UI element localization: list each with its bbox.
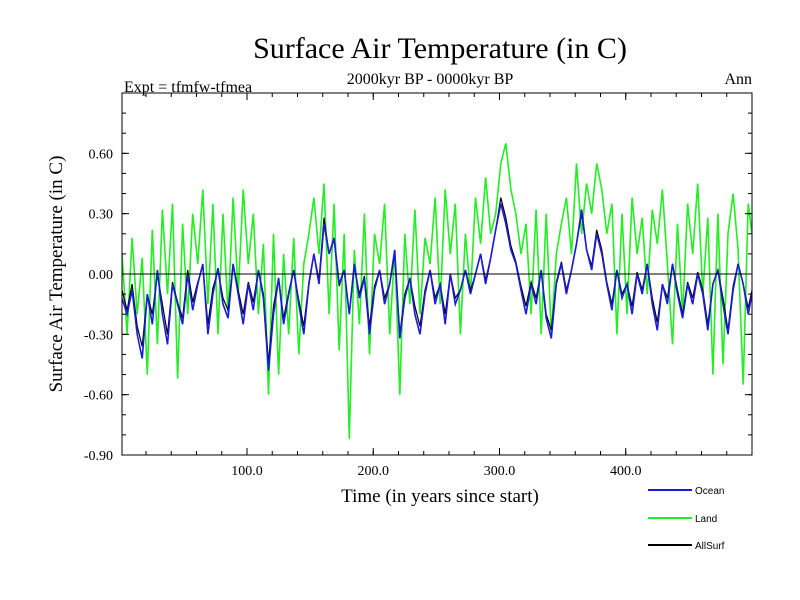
experiment-label: Expt = tfmfw-tfmea (124, 79, 252, 96)
y-tick-label: -0.90 (84, 449, 113, 464)
y-tick-label: -0.30 (84, 328, 113, 343)
legend-label-ocean: Ocean (695, 486, 724, 497)
y-tick-label: -0.60 (84, 389, 113, 404)
x-tick-label: 200.0 (357, 464, 389, 479)
x-tick-label: 100.0 (231, 464, 263, 479)
y-tick-label: 0.00 (89, 268, 114, 283)
legend-label-allsurf: AllSurf (695, 541, 725, 552)
series-line-land (122, 143, 752, 439)
y-axis-title: Surface Air Temperature (in C) (46, 156, 67, 393)
x-tick-label: 400.0 (610, 464, 642, 479)
x-axis-title: Time (in years since start) (341, 486, 539, 507)
y-tick-label: 0.30 (89, 208, 114, 223)
series-line-ocean (122, 203, 752, 371)
season-label: Ann (724, 71, 752, 88)
legend: Ocean Land AllSurf (648, 486, 725, 552)
chart-subtitle: 2000kyr BP - 0000kyr BP (347, 71, 514, 88)
y-axis: -0.90 -0.60 -0.30 0.00 0.30 0.60 (84, 92, 752, 464)
x-axis: 100.0 200.0 300.0 400.0 (145, 93, 753, 479)
legend-label-land: Land (695, 514, 717, 525)
x-tick-label: 300.0 (484, 464, 516, 479)
chart-title: Surface Air Temperature (in C) (253, 32, 627, 65)
series-layer (122, 143, 752, 439)
y-tick-label: 0.60 (89, 147, 114, 162)
